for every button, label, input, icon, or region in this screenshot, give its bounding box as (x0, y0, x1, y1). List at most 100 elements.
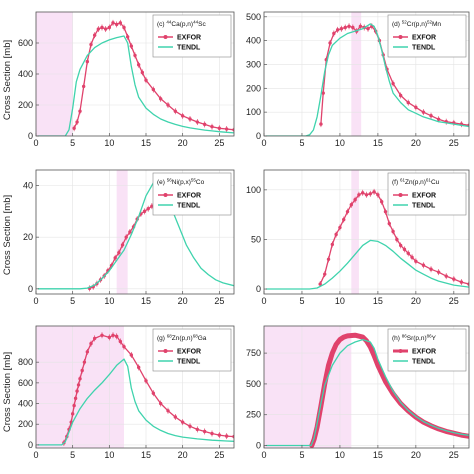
data-point (349, 203, 354, 207)
data-point (107, 25, 112, 30)
legend: (c) 44Ca(p,n)44Sc EXFOR TENDL (152, 14, 232, 58)
highlight-band (351, 12, 362, 136)
y-tick-label: 0 (256, 131, 261, 141)
data-point (351, 25, 355, 30)
y-tick-label: 400 (246, 36, 261, 46)
data-point (335, 28, 340, 32)
data-point (444, 274, 448, 278)
data-point (232, 434, 234, 439)
x-tick-label: 20 (178, 138, 188, 148)
data-point (75, 389, 79, 393)
data-point (122, 25, 126, 30)
x-tick-label: 0 (261, 138, 266, 148)
y-tick-label: 250 (246, 410, 261, 420)
highlight-band (116, 170, 128, 294)
highlight-band (351, 170, 359, 294)
data-point (195, 427, 200, 432)
x-tick-label: 10 (335, 138, 345, 148)
data-point (158, 97, 163, 101)
data-point (224, 434, 229, 438)
x-tick-label: 0 (33, 296, 38, 306)
data-point (395, 237, 399, 242)
data-point (103, 27, 108, 31)
data-point (210, 431, 214, 436)
plot-area (265, 23, 469, 136)
legend-marker-exfor (163, 349, 168, 353)
reaction-label: (e) 56Ni(p,x)55Co (157, 178, 205, 187)
data-point (100, 25, 104, 30)
data-point (429, 114, 433, 118)
data-point (323, 272, 327, 276)
data-point (421, 110, 426, 114)
data-point (158, 401, 163, 406)
x-tick-label: 25 (214, 450, 224, 460)
x-tick-label: 25 (214, 296, 224, 306)
data-point (85, 350, 90, 354)
data-point (410, 255, 414, 259)
y-tick-label: 0 (256, 441, 261, 451)
data-point (391, 229, 395, 234)
data-point (364, 193, 369, 197)
data-point (89, 42, 93, 47)
data-point (78, 109, 82, 113)
x-tick-label: 0 (261, 450, 266, 460)
data-point (345, 209, 350, 214)
series-line-tendl (265, 23, 469, 136)
reaction-label: (h) 86Sr(p,n)86Y (392, 334, 437, 343)
legend-label-tendl: TENDL (177, 359, 201, 366)
data-point (328, 41, 332, 45)
data-point (326, 257, 331, 261)
y-tick-label: 400 (18, 69, 33, 79)
x-tick-label: 25 (449, 296, 459, 306)
data-point (151, 391, 156, 395)
legend-label-tendl: TENDL (412, 45, 436, 52)
x-tick-label: 15 (373, 138, 383, 148)
data-point (202, 429, 207, 434)
legend: (e) 56Ni(p,x)55Co EXFOR TENDL (152, 172, 232, 216)
data-point (372, 190, 376, 194)
series-line-tendl (37, 358, 234, 446)
legend-label-exfor: EXFOR (412, 193, 436, 200)
y-tick-label: 600 (18, 378, 33, 388)
legend-label-exfor: EXFOR (177, 193, 201, 200)
data-point (402, 247, 407, 252)
x-tick-label: 0 (261, 296, 266, 306)
legend: (f) 61Zn(p,n)61Cu EXFOR TENDL (387, 172, 467, 216)
y-axis-label-middle: Cross Section [mb] (2, 195, 13, 275)
legend: (d) 52Cr(p,n)52Mn EXFOR TENDL (387, 14, 467, 58)
data-point (118, 339, 123, 344)
data-point (467, 282, 469, 286)
x-tick-label: 20 (178, 450, 188, 460)
plot-frame (263, 325, 470, 449)
data-point (353, 198, 357, 202)
y-tick-label: 100 (246, 185, 261, 195)
data-point (376, 193, 380, 197)
data-point (414, 105, 418, 110)
data-point (436, 117, 441, 122)
data-point (140, 70, 145, 75)
data-point (357, 193, 361, 197)
data-point (334, 232, 338, 237)
data-point (383, 209, 388, 214)
data-point (78, 377, 82, 381)
x-tick-label: 20 (411, 450, 421, 460)
data-point (361, 191, 365, 195)
x-tick-label: 10 (104, 296, 114, 306)
data-point (142, 209, 147, 214)
y-tick-label: 800 (18, 357, 33, 367)
x-tick-label: 15 (141, 138, 151, 148)
legend-marker-exfor (163, 193, 168, 197)
data-point (118, 21, 123, 25)
plot-frame (35, 169, 235, 295)
x-tick-label: 25 (449, 450, 459, 460)
data-point (75, 120, 79, 124)
data-point (80, 368, 84, 373)
x-tick-label: 15 (141, 450, 151, 460)
data-point (128, 230, 132, 234)
data-point (73, 396, 78, 401)
x-tick-label: 5 (70, 296, 75, 306)
x-tick-label: 5 (70, 138, 75, 148)
y-axis-label-top: Cross Section [mb] (2, 40, 13, 120)
data-point (117, 250, 121, 255)
